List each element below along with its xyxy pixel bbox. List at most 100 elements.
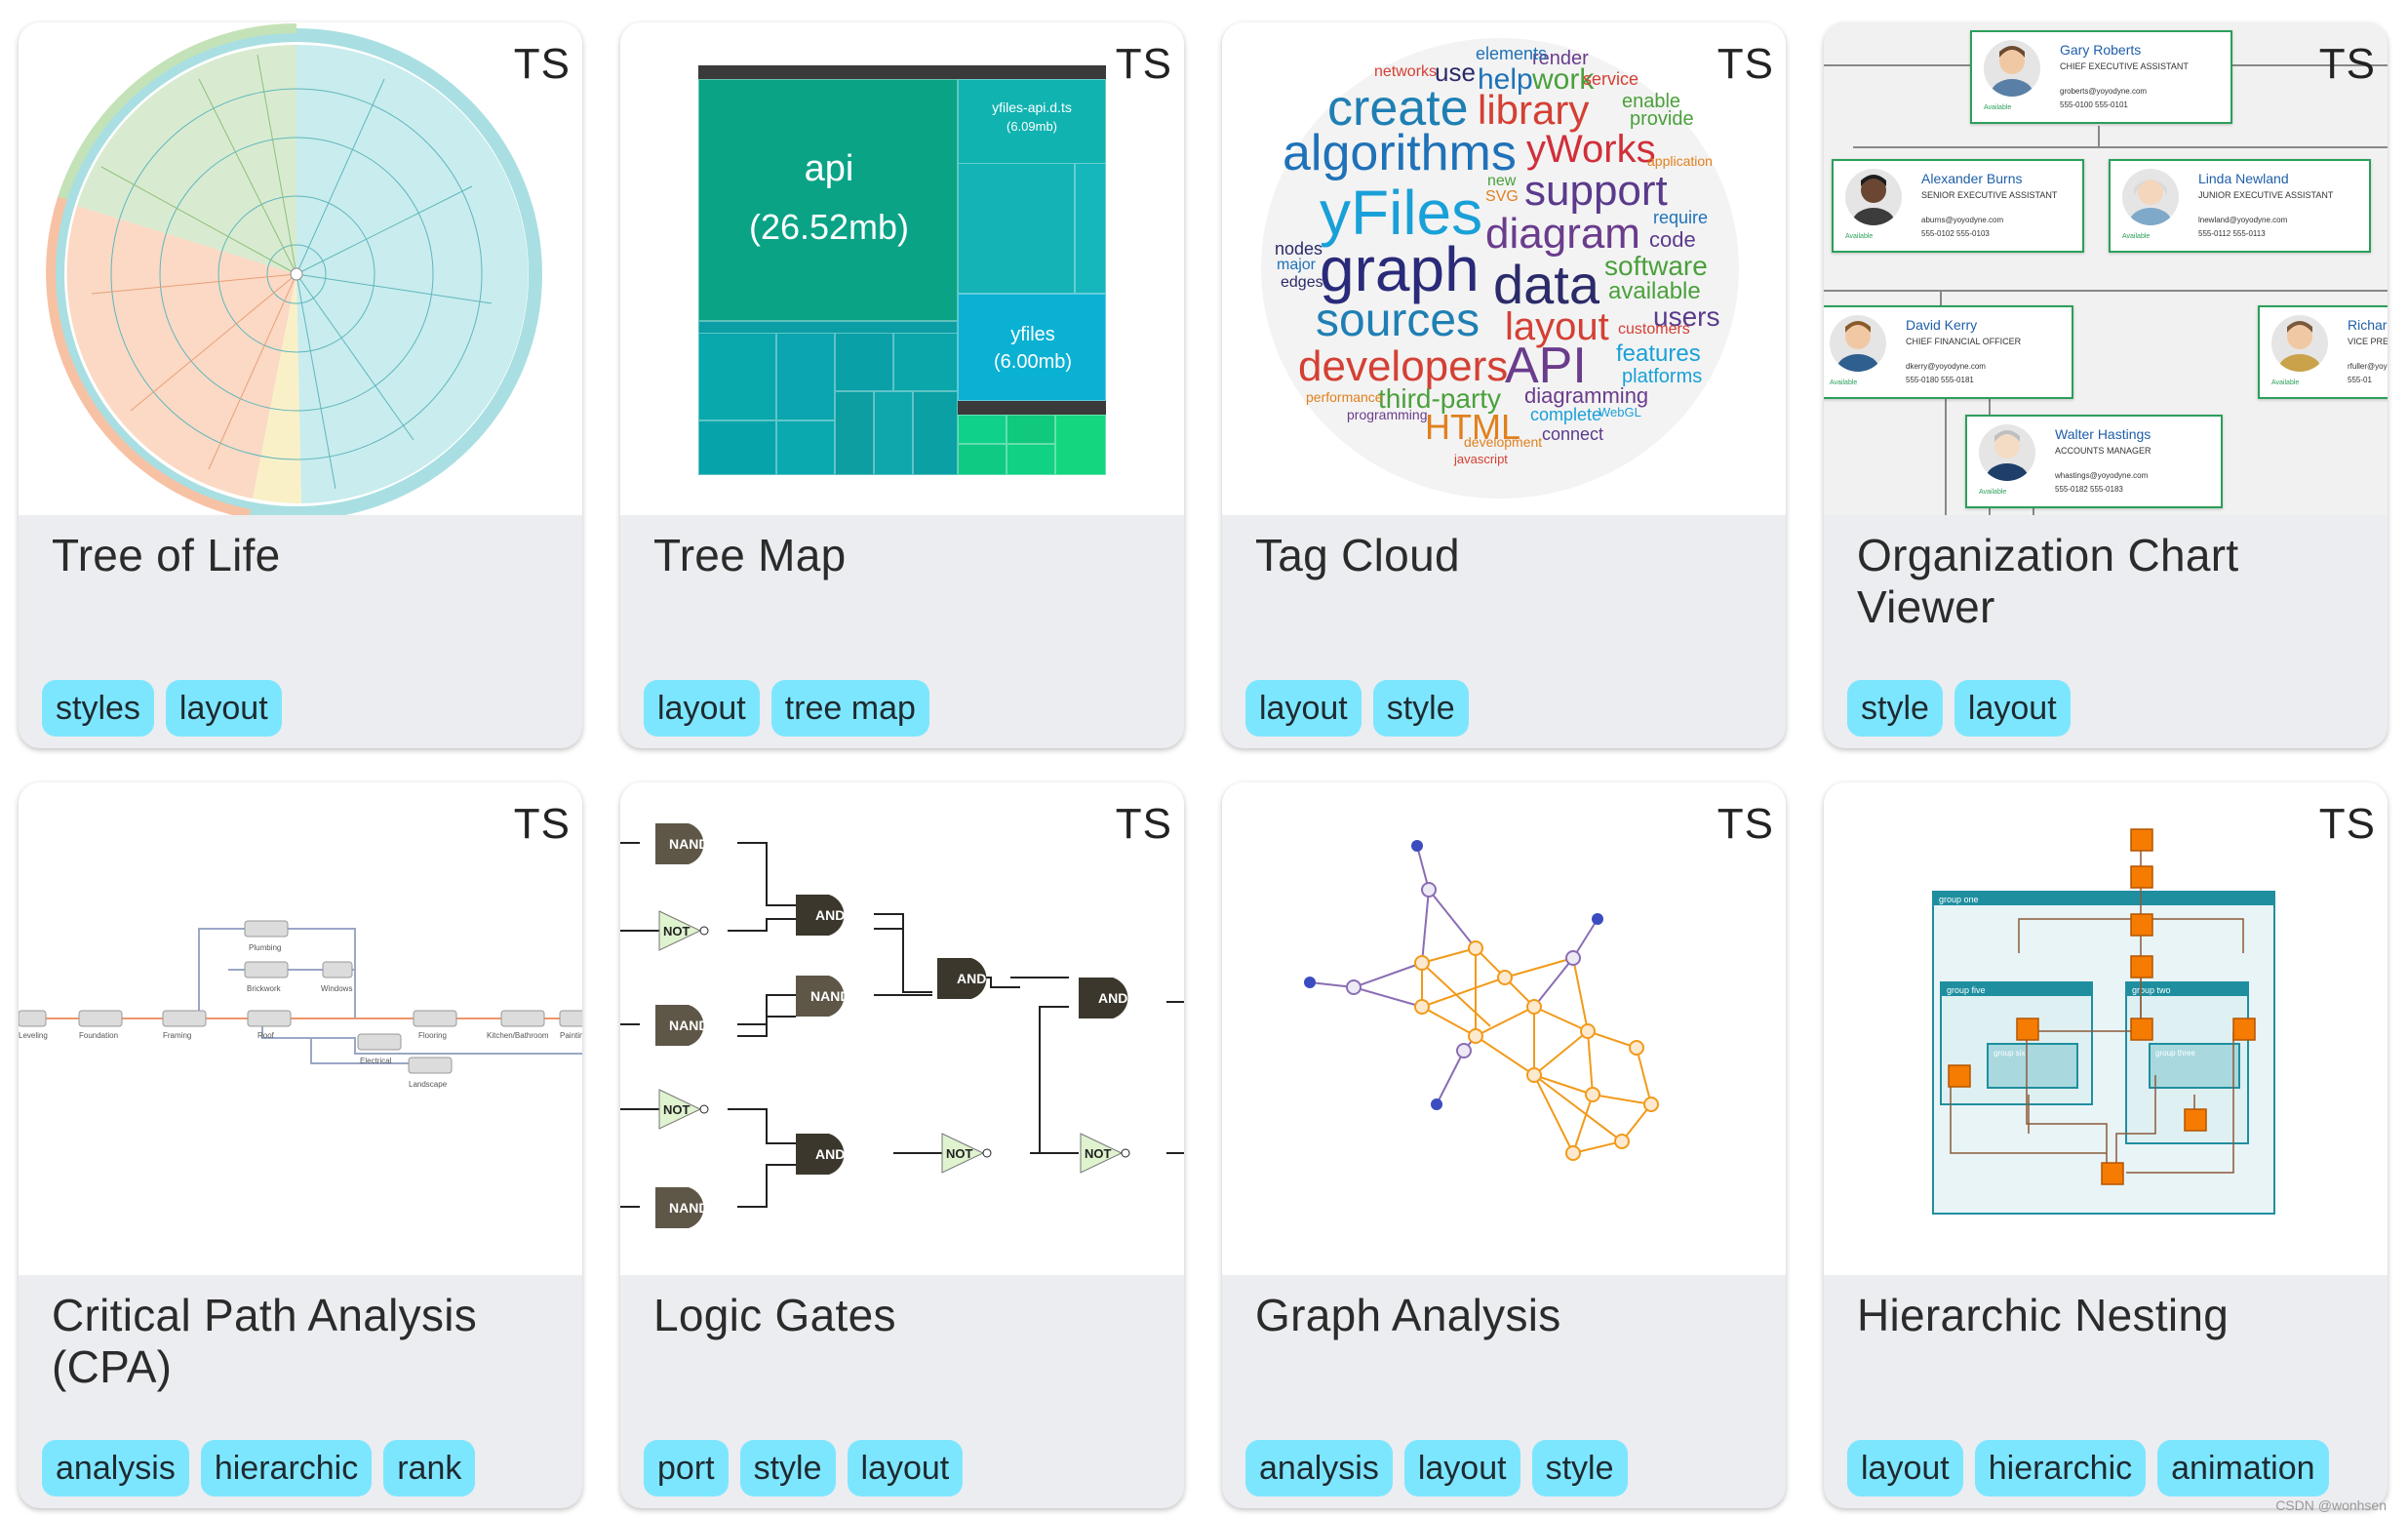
task-label-plumbing: Plumbing [249, 943, 281, 952]
org-card-alexander-burns[interactable]: Alexander Burns SENIOR EXECUTIVE ASSISTA… [1832, 159, 2084, 253]
demo-title: Tag Cloud [1255, 530, 1460, 580]
typescript-badge: TS [1115, 800, 1172, 848]
task-label-windows: Windows [321, 984, 352, 993]
word-yworks: yWorks [1526, 128, 1656, 171]
tag-hierarchic[interactable]: hierarchic [1974, 1440, 2147, 1497]
tag-list: layout style [1245, 680, 1772, 737]
word-library: library [1478, 87, 1590, 133]
task-label-kitchen: Kitchen/Bathroom [487, 1031, 549, 1040]
demo-thumbnail: api (26.52mb) yfiles-api.d.ts (6.09mb) y… [620, 22, 1184, 515]
tag-list: analysis layout style [1245, 1440, 1772, 1497]
org-card-david-kerry[interactable]: David Kerry CHIEF FINANCIAL OFFICER dker… [1824, 305, 2073, 399]
demo-card-tag-cloud[interactable]: create library yWorks algorithms yFiles … [1222, 22, 1786, 748]
word-graph: graph [1320, 234, 1480, 304]
word-nodes: nodes [1275, 239, 1323, 259]
typescript-badge: TS [2318, 800, 2376, 848]
task-label-electrical: Electrical [360, 1057, 392, 1065]
tag-style[interactable]: style [1372, 680, 1469, 737]
word-algorithms: algorithms [1283, 125, 1517, 181]
word-users: users [1653, 301, 1720, 332]
demo-card-graph-analysis[interactable]: TS Graph Analysis analysis layout style [1222, 782, 1786, 1508]
word-available: available [1608, 278, 1701, 304]
tag-layout[interactable]: layout [1954, 680, 2071, 737]
word-create: create [1327, 80, 1469, 137]
org-card-gary-roberts[interactable]: Gary Roberts CHIEF EXECUTIVE ASSISTANT g… [1970, 30, 2232, 124]
tag-hierarchic[interactable]: hierarchic [200, 1440, 373, 1497]
tag-list: layout tree map [644, 680, 1170, 737]
gate-label-nand: NAND [669, 836, 708, 852]
demo-thumbnail: Leveling Foundation Framing Roof Floorin… [19, 782, 582, 1275]
avatar [1830, 315, 1886, 372]
word-code: code [1649, 227, 1696, 252]
gate-label-not: NOT [946, 1146, 973, 1161]
demo-card-logic-gates[interactable]: NAND NAND NAND NAND AND AND AND AND NOT … [620, 782, 1184, 1508]
demo-title: Critical Path Analysis (CPA) [52, 1290, 478, 1392]
word-complete: complete [1530, 405, 1602, 424]
tag-style[interactable]: style [1847, 680, 1943, 737]
demo-card-critical-path[interactable]: Leveling Foundation Framing Roof Floorin… [19, 782, 582, 1508]
tag-layout[interactable]: layout [644, 680, 760, 737]
tag-layout[interactable]: layout [1847, 1440, 1963, 1497]
avatar [1845, 169, 1902, 225]
word-provide: provide [1630, 108, 1694, 130]
gate-label-and: AND [815, 907, 845, 923]
tag-style[interactable]: style [739, 1440, 836, 1497]
tag-style[interactable]: style [1531, 1440, 1628, 1497]
tag-port[interactable]: port [644, 1440, 729, 1497]
word-development: development [1464, 434, 1543, 450]
demo-thumbnail [1222, 782, 1786, 1275]
tag-rank[interactable]: rank [383, 1440, 476, 1497]
avatar [2122, 169, 2179, 225]
word-enable: enable [1622, 91, 1681, 112]
task-label-framing: Framing [163, 1031, 191, 1040]
tag-layout[interactable]: layout [847, 1440, 964, 1497]
demo-title: Tree of Life [52, 530, 281, 580]
tag-animation[interactable]: animation [2157, 1440, 2329, 1497]
word-networks: networks [1374, 63, 1438, 80]
word-diagramming: diagramming [1524, 383, 1649, 408]
gate-label-and: AND [815, 1146, 845, 1162]
typescript-badge: TS [2318, 40, 2376, 88]
word-require: require [1653, 208, 1709, 227]
demo-card-tree-of-life[interactable]: TS Tree of Life styles layout [19, 22, 582, 748]
demo-card-org-chart[interactable]: Gary Roberts CHIEF EXECUTIVE ASSISTANT g… [1824, 22, 2388, 748]
demo-title: Hierarchic Nesting [1857, 1290, 2230, 1340]
gate-label-and: AND [957, 971, 986, 986]
word-diagram: diagram [1485, 210, 1640, 258]
word-new: new [1487, 173, 1517, 189]
tag-list: styles layout [42, 680, 569, 737]
demo-title: Organization Chart Viewer [1857, 530, 2239, 632]
word-use: use [1435, 58, 1476, 87]
word-javascript: javascript [1454, 452, 1508, 466]
tag-layout[interactable]: layout [1245, 680, 1362, 737]
tag-layout[interactable]: layout [1403, 1440, 1520, 1497]
demo-thumbnail: group one group five group two group six… [1824, 782, 2388, 1275]
gate-label-nand: NAND [669, 1018, 708, 1033]
word-major: major [1277, 257, 1317, 273]
tag-list: port style layout [644, 1440, 1170, 1497]
demo-thumbnail [19, 22, 582, 515]
tag-styles[interactable]: styles [42, 680, 154, 737]
org-card-linda-newland[interactable]: Linda Newland JUNIOR EXECUTIVE ASSISTANT… [2109, 159, 2371, 253]
tree-map-api-cell: api (26.52mb) [698, 79, 958, 321]
typescript-badge: TS [513, 40, 571, 88]
avatar [1979, 424, 2035, 481]
tag-list: style layout [1847, 680, 2374, 737]
tree-map-yfiles-cell: yfiles (6.00mb) [958, 294, 1106, 401]
tag-analysis[interactable]: analysis [1245, 1440, 1393, 1497]
demo-thumbnail: create library yWorks algorithms yFiles … [1222, 22, 1786, 515]
word-developers: developers [1298, 342, 1509, 390]
demo-card-tree-map[interactable]: api (26.52mb) yfiles-api.d.ts (6.09mb) y… [620, 22, 1184, 748]
demo-card-hierarchic-nesting[interactable]: group one group five group two group six… [1824, 782, 2388, 1508]
task-label-flooring: Flooring [418, 1031, 447, 1040]
word-yfiles: yFiles [1320, 178, 1483, 248]
group-label-one: group one [1939, 895, 1979, 904]
word-svg: SVG [1485, 188, 1519, 205]
tag-tree-map[interactable]: tree map [770, 680, 929, 737]
typescript-badge: TS [1717, 800, 1774, 848]
tag-layout[interactable]: layout [165, 680, 282, 737]
org-card-walter-hastings[interactable]: Walter Hastings ACCOUNTS MANAGER whastin… [1965, 415, 2223, 508]
org-card-richard-fuller[interactable]: Richard Fuller VICE PRESIDENT SALES rful… [2258, 305, 2388, 399]
tag-analysis[interactable]: analysis [42, 1440, 189, 1497]
gate-label-not: NOT [1085, 1146, 1112, 1161]
